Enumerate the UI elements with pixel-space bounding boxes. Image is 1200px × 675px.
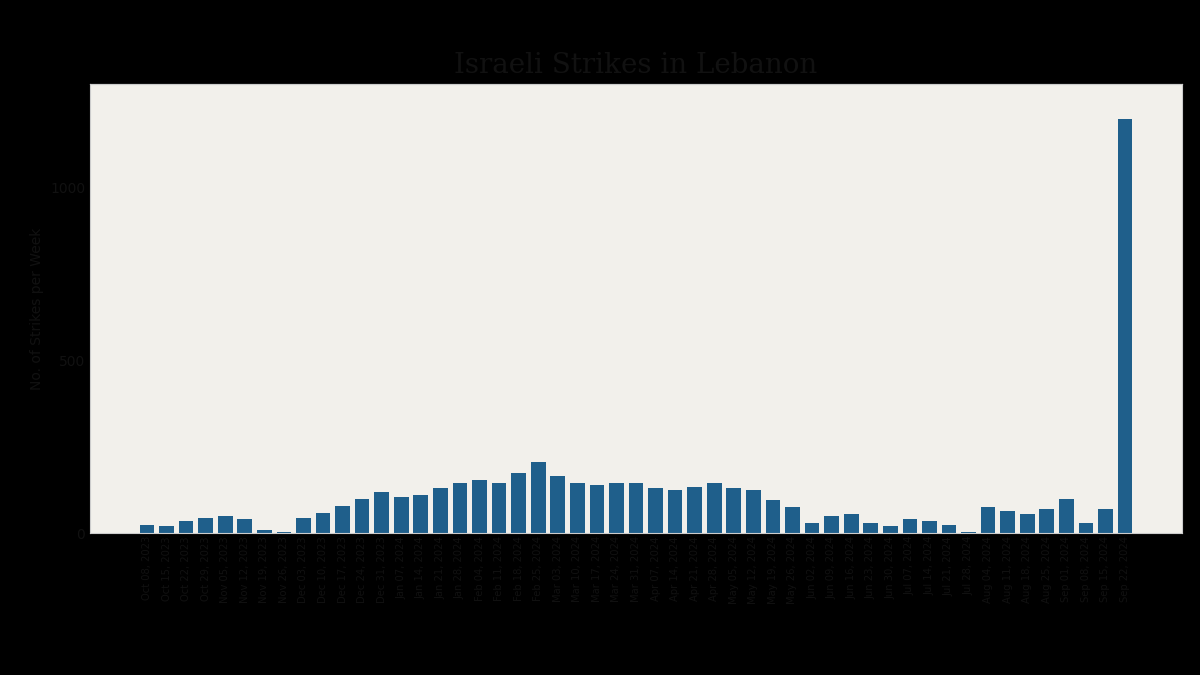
Bar (316, 512, 330, 533)
Bar (570, 483, 584, 533)
Bar (511, 472, 526, 533)
Bar (1060, 499, 1074, 533)
Bar (198, 518, 212, 533)
Bar (844, 514, 858, 533)
Bar (374, 492, 389, 533)
Bar (1117, 119, 1133, 533)
Bar (667, 490, 683, 533)
Bar (922, 521, 937, 533)
Bar (218, 516, 233, 533)
Bar (1039, 509, 1054, 533)
Bar (276, 531, 292, 533)
Bar (746, 490, 761, 533)
Bar (414, 495, 428, 533)
Bar (355, 499, 370, 533)
Bar (335, 506, 350, 533)
Bar (980, 508, 996, 533)
Bar (452, 483, 467, 533)
Bar (805, 523, 820, 533)
Bar (530, 462, 546, 533)
Bar (492, 483, 506, 533)
Bar (1079, 523, 1093, 533)
Bar (1020, 514, 1034, 533)
Bar (257, 530, 271, 533)
Bar (726, 489, 742, 533)
Bar (1098, 509, 1112, 533)
Bar (707, 483, 721, 533)
Bar (139, 524, 155, 533)
Bar (785, 508, 800, 533)
Bar (629, 483, 643, 533)
Title: Israeli Strikes in Lebanon: Israeli Strikes in Lebanon (455, 52, 817, 79)
Y-axis label: No. of Strikes per Week: No. of Strikes per Week (30, 227, 44, 390)
Bar (296, 518, 311, 533)
Bar (433, 489, 448, 533)
Bar (863, 523, 878, 533)
Bar (961, 531, 976, 533)
Bar (942, 524, 956, 533)
Bar (824, 516, 839, 533)
Bar (766, 500, 780, 533)
Bar (610, 483, 624, 533)
Bar (238, 520, 252, 533)
Bar (472, 480, 487, 533)
Bar (589, 485, 605, 533)
Bar (394, 497, 409, 533)
Bar (551, 477, 565, 533)
Bar (179, 521, 193, 533)
Bar (902, 520, 917, 533)
Bar (688, 487, 702, 533)
Bar (883, 526, 898, 533)
Bar (648, 489, 662, 533)
Bar (160, 526, 174, 533)
Bar (1001, 511, 1015, 533)
